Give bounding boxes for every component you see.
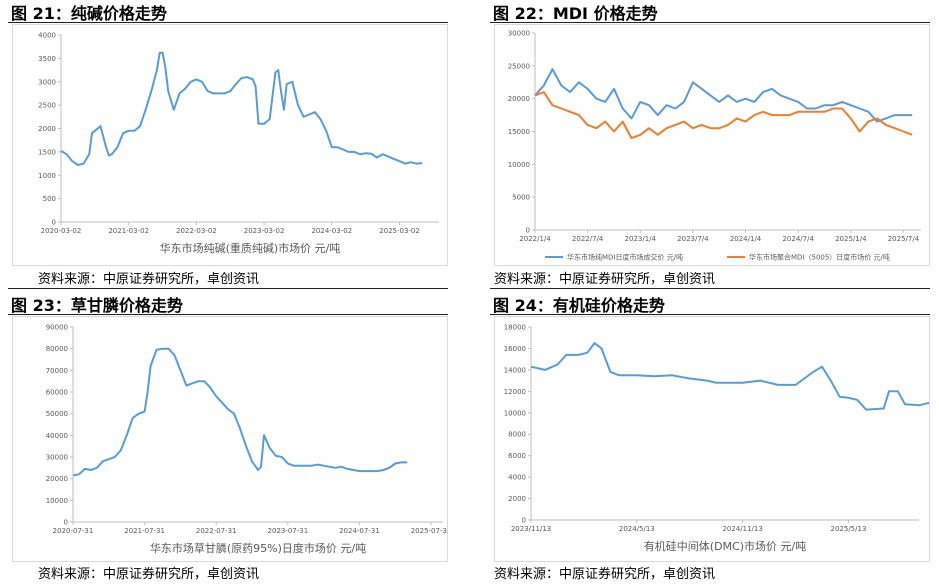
figure-title: 图 21：纯碱价格走势 <box>11 4 167 23</box>
y-tick-label: 30000 <box>46 454 68 462</box>
x-tick-label: 2020-07-31 <box>53 527 94 535</box>
series-line <box>534 68 913 123</box>
chart-panel: 0 500 1000 1500 2000 2500 3000 3500 4000 2020-03-… <box>12 24 448 266</box>
soda-ash-price-chart: 0 500 1000 1500 2000 2500 3000 3500 4000 2020-03-… <box>38 32 439 255</box>
source-note: 资料来源：中原证券研究所，卓创资讯 <box>494 567 716 582</box>
source-rule <box>8 288 448 289</box>
x-tick-label: 2024-07-31 <box>339 527 380 535</box>
chart-panel: 0 10000 20000 30000 40000 50000 60000 70000 8000… <box>12 316 452 562</box>
y-tick-label: 15000 <box>508 128 530 136</box>
y-tick-label: 20000 <box>46 475 68 483</box>
x-tick-label: 2024-03-02 <box>311 227 352 235</box>
title-underline <box>8 314 448 315</box>
y-tick-label: 2500 <box>38 102 56 110</box>
y-tick-label: 14000 <box>504 366 526 374</box>
y-tick-label: 20000 <box>508 95 530 103</box>
y-tick-label: 3000 <box>38 78 56 86</box>
series-caption: 有机硅中间体(DMC)市场价 元/吨 <box>644 539 806 553</box>
series-line <box>534 91 913 140</box>
y-tick-label: 18000 <box>504 324 526 332</box>
y-tick-label: 5000 <box>512 194 530 202</box>
y-tick-label: 0 <box>526 227 530 235</box>
title-underline <box>490 314 930 315</box>
legend-label: 华东市场聚合MDI（5005）日度市场价 元/吨 <box>749 253 890 262</box>
y-tick-label: 25000 <box>508 62 530 70</box>
x-tick-label: 2023/1/4 <box>625 235 657 243</box>
y-tick-label: 500 <box>43 195 56 203</box>
y-tick-label: 0 <box>52 219 56 227</box>
series-line <box>60 51 423 166</box>
x-tick-label: 2025-03-02 <box>379 227 420 235</box>
y-tick-label: 1000 <box>38 172 56 180</box>
legend-label: 华东市场纯MDI日度市场成交价 元/吨 <box>567 253 683 262</box>
x-tick-label: 2025/7/4 <box>888 235 920 243</box>
y-tick-label: 12000 <box>504 388 526 396</box>
y-tick-label: 4000 <box>38 32 56 40</box>
y-tick-label: 8000 <box>508 431 526 439</box>
x-tick-label: 2024/7/4 <box>782 235 814 243</box>
x-tick-label: 2024/11/13 <box>722 525 762 533</box>
series-line <box>72 347 408 477</box>
x-tick-label: 2023-07-31 <box>267 527 308 535</box>
series-caption: 华东市场草甘膦(原药95%)日度市场价 元/吨 <box>150 541 366 555</box>
x-tick-label: 2020-03-02 <box>41 227 82 235</box>
figure-title: 图 24：有机硅价格走势 <box>493 296 665 315</box>
silicone-dmc-price-chart: 0 2000 4000 6000 8000 10000 12000 14000 16000 180… <box>504 324 939 553</box>
y-tick-label: 4000 <box>508 474 526 482</box>
y-tick-label: 2000 <box>508 495 526 503</box>
figure-title: 图 23：草甘膦价格走势 <box>11 296 183 315</box>
x-tick-label: 2023/7/4 <box>677 235 709 243</box>
x-tick-label: 2025/1/4 <box>835 235 867 243</box>
y-tick-label: 70000 <box>46 367 68 375</box>
y-tick-label: 6000 <box>508 452 526 460</box>
y-tick-label: 1500 <box>38 148 56 156</box>
x-tick-label: 2022-03-02 <box>176 227 217 235</box>
chart-panel: 0 5000 10000 15000 20000 25000 30000 2022/1/4 20… <box>494 24 930 266</box>
y-tick-label: 0 <box>522 517 526 525</box>
series-caption: 华东市场纯碱(重质纯碱)市场价 元/吨 <box>160 241 341 255</box>
y-tick-label: 80000 <box>46 345 68 353</box>
glyphosate-price-chart: 0 10000 20000 30000 40000 50000 60000 70000 8000… <box>46 324 452 556</box>
y-tick-label: 50000 <box>46 410 68 418</box>
title-underline <box>8 22 448 23</box>
x-tick-label: 2023-03-02 <box>244 227 285 235</box>
source-note: 资料来源：中原证券研究所，卓创资讯 <box>38 567 260 582</box>
title-underline <box>490 22 930 23</box>
series-line <box>530 342 939 411</box>
y-tick-label: 90000 <box>46 324 68 332</box>
x-tick-label: 2022-07-31 <box>196 527 237 535</box>
y-tick-label: 16000 <box>504 345 526 353</box>
y-tick-label: 0 <box>64 519 68 527</box>
x-tick-label: 2024/5/13 <box>619 525 655 533</box>
x-tick-label: 2024/1/4 <box>730 235 762 243</box>
source-rule <box>490 288 930 289</box>
y-tick-label: 10000 <box>508 161 530 169</box>
x-tick-label: 2022/1/4 <box>519 235 551 243</box>
y-tick-label: 40000 <box>46 432 68 440</box>
y-tick-label: 3500 <box>38 55 56 63</box>
mdi-price-chart: 0 5000 10000 15000 20000 25000 30000 2022/1/4 20… <box>508 30 921 262</box>
x-tick-label: 2025/5/13 <box>831 525 867 533</box>
y-tick-label: 10000 <box>46 497 68 505</box>
y-tick-label: 30000 <box>508 30 530 38</box>
chart-panel: 0 2000 4000 6000 8000 10000 12000 14000 16000 180… <box>494 316 939 562</box>
x-tick-label: 2022/7/4 <box>572 235 604 243</box>
x-tick-label: 2025-07-31 <box>411 527 447 535</box>
source-note: 资料来源：中原证券研究所，卓创资讯 <box>494 272 716 287</box>
x-tick-label: 2023/11/13 <box>511 525 551 533</box>
x-tick-label: 2021-07-31 <box>124 527 165 535</box>
y-tick-label: 60000 <box>46 389 68 397</box>
y-tick-label: 10000 <box>504 409 526 417</box>
figure-title: 图 22：MDI 价格走势 <box>493 4 658 23</box>
source-note: 资料来源：中原证券研究所，卓创资讯 <box>38 272 260 287</box>
y-tick-label: 2000 <box>38 125 56 133</box>
x-tick-label: 2021-03-02 <box>108 227 149 235</box>
